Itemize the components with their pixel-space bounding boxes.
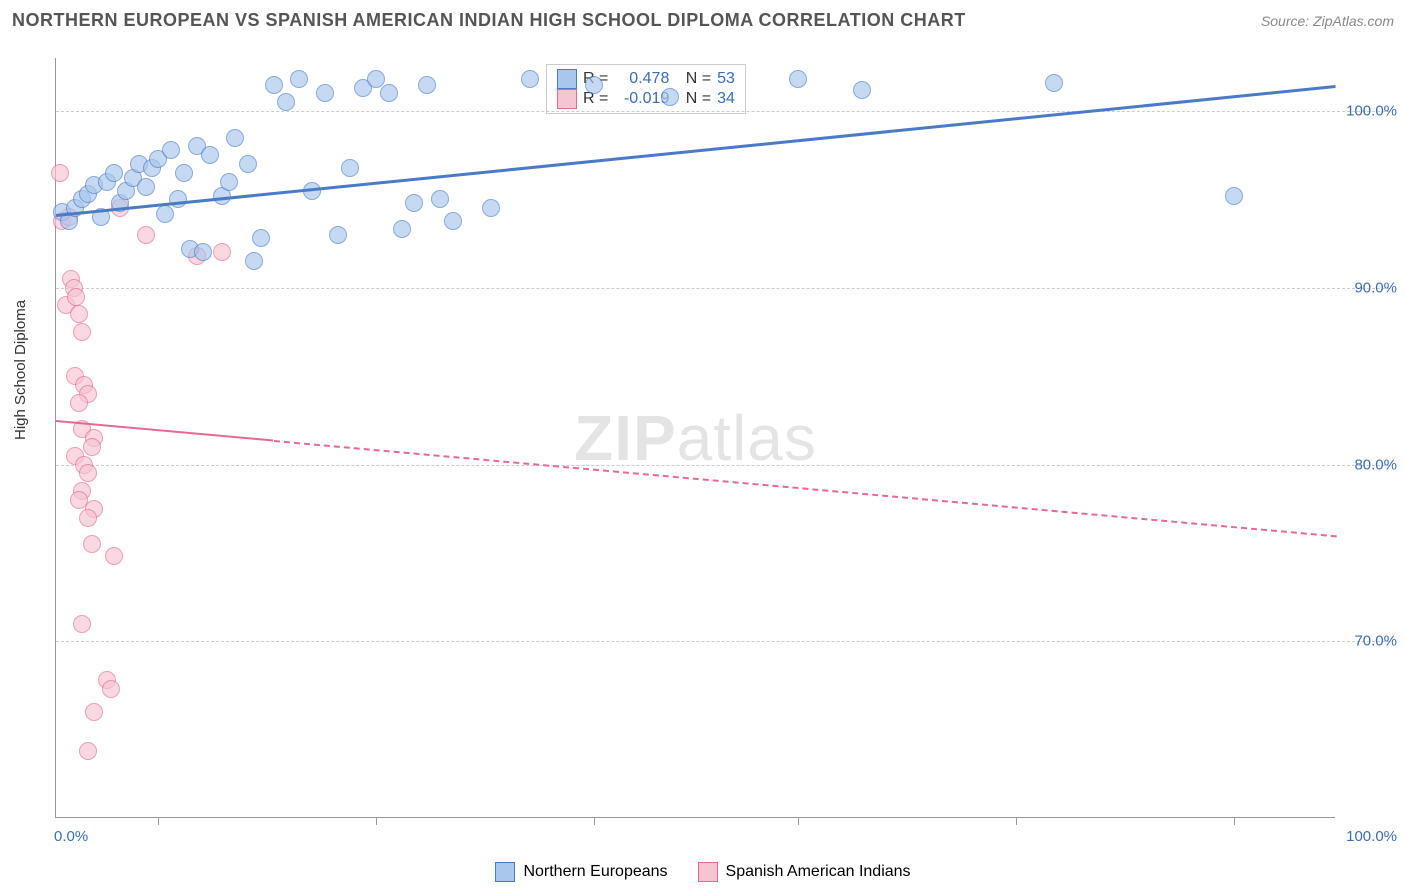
blue-point (201, 146, 219, 164)
blue-point (316, 84, 334, 102)
blue-point (105, 164, 123, 182)
blue-point (137, 178, 155, 196)
pink-point (70, 305, 88, 323)
y-axis-label: High School Diploma (12, 300, 29, 440)
blue-point (431, 190, 449, 208)
correlation-legend: R = 0.478 N = 53 R = -0.019 N = 34 (546, 64, 746, 114)
legend-item-pink: Spanish American Indians (698, 862, 911, 882)
blue-point (661, 88, 679, 106)
scatter-plot: ZIPatlas R = 0.478 N = 53 R = -0.019 N =… (55, 58, 1335, 818)
pink-point (79, 509, 97, 527)
blue-point (341, 159, 359, 177)
pink-point (79, 742, 97, 760)
source-label: Source: ZipAtlas.com (1261, 13, 1394, 29)
blue-point (444, 212, 462, 230)
blue-point (162, 141, 180, 159)
pink-point (85, 703, 103, 721)
blue-point (329, 226, 347, 244)
pink-point (213, 243, 231, 261)
x-axis-max-label: 100.0% (1346, 828, 1397, 845)
x-tick (158, 817, 159, 825)
pink-point (83, 535, 101, 553)
blue-point (245, 252, 263, 270)
blue-point (252, 229, 270, 247)
blue-point (393, 220, 411, 238)
blue-point (290, 70, 308, 88)
y-tick-label: 80.0% (1354, 456, 1397, 473)
series-legend: Northern Europeans Spanish American Indi… (0, 862, 1406, 882)
legend-swatch-pink (698, 862, 718, 882)
pink-point (137, 226, 155, 244)
y-tick-label: 70.0% (1354, 633, 1397, 650)
blue-point (220, 173, 238, 191)
blue-point (226, 129, 244, 147)
blue-point (521, 70, 539, 88)
pink-point (73, 323, 91, 341)
y-tick-label: 90.0% (1354, 279, 1397, 296)
pink-point (51, 164, 69, 182)
blue-point (380, 84, 398, 102)
x-tick (376, 817, 377, 825)
y-tick-label: 100.0% (1346, 103, 1397, 120)
blue-point (169, 190, 187, 208)
blue-point (853, 81, 871, 99)
blue-point (418, 76, 436, 94)
legend-swatch-blue (557, 69, 577, 89)
pink-point (70, 394, 88, 412)
blue-point (1045, 74, 1063, 92)
blue-point (175, 164, 193, 182)
watermark: ZIPatlas (574, 401, 817, 475)
legend-swatch-blue (495, 862, 515, 882)
blue-point (194, 243, 212, 261)
blue-point (405, 194, 423, 212)
blue-point (239, 155, 257, 173)
legend-swatch-pink (557, 89, 577, 109)
x-axis-min-label: 0.0% (54, 828, 88, 845)
pink-point (73, 615, 91, 633)
legend-row-blue: R = 0.478 N = 53 (557, 69, 735, 89)
gridline (56, 111, 1390, 112)
pink-point (83, 438, 101, 456)
pink-point (67, 288, 85, 306)
blue-point (277, 93, 295, 111)
gridline (56, 641, 1390, 642)
blue-point (265, 76, 283, 94)
blue-point (585, 76, 603, 94)
legend-row-pink: R = -0.019 N = 34 (557, 89, 735, 109)
x-tick (594, 817, 595, 825)
x-tick (1234, 817, 1235, 825)
gridline (56, 288, 1390, 289)
x-tick (798, 817, 799, 825)
gridline (56, 465, 1390, 466)
blue-point (789, 70, 807, 88)
blue-point (156, 205, 174, 223)
blue-point (1225, 187, 1243, 205)
pink-point (102, 680, 120, 698)
pink-point (79, 464, 97, 482)
blue-point (482, 199, 500, 217)
pink-trendline (274, 440, 1337, 537)
legend-item-blue: Northern Europeans (495, 862, 667, 882)
chart-title: NORTHERN EUROPEAN VS SPANISH AMERICAN IN… (12, 10, 966, 31)
pink-point (105, 547, 123, 565)
x-tick (1016, 817, 1017, 825)
